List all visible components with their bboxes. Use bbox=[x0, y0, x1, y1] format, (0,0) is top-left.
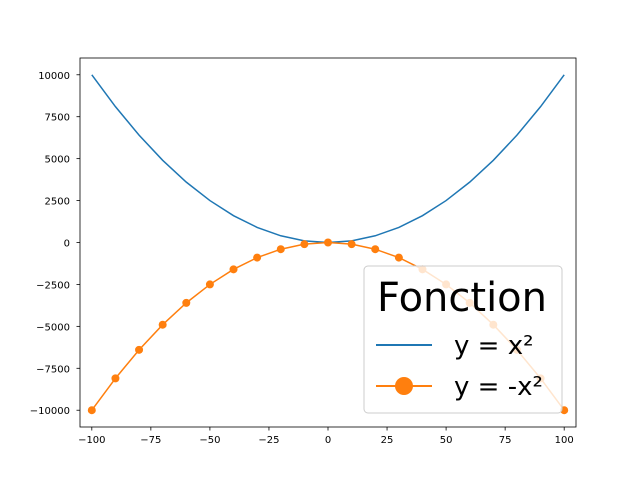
y-tick-label-4: 0 bbox=[64, 239, 70, 250]
y-tick-label-1: 7500 bbox=[45, 113, 70, 124]
series-point-1-6 bbox=[229, 265, 238, 274]
y-tick-label-7: −7500 bbox=[36, 364, 70, 375]
y-tick-label-5: −2500 bbox=[36, 280, 70, 291]
series-point-1-9 bbox=[300, 240, 309, 249]
series-point-1-3 bbox=[158, 320, 167, 329]
series-point-1-8 bbox=[276, 245, 285, 254]
x-axis: −100 −75 −50 −25 0 25 50 75 100 bbox=[78, 427, 574, 446]
series-point-1-13 bbox=[394, 253, 403, 262]
y-tick-label-2: 5000 bbox=[45, 155, 70, 166]
legend-marker-swatch-1 bbox=[395, 377, 413, 395]
x-tick-label-4: 0 bbox=[325, 435, 331, 446]
series-point-1-2 bbox=[135, 345, 144, 354]
x-tick-label-1: −75 bbox=[140, 435, 161, 446]
x-tick-label-7: 75 bbox=[499, 435, 512, 446]
legend-box bbox=[363, 265, 563, 414]
series-point-1-0 bbox=[87, 406, 96, 415]
series-point-1-12 bbox=[371, 245, 380, 254]
y-axis: 10000 7500 5000 2500 0 −2500 −5000 −7500 −10000 bbox=[30, 71, 80, 417]
series-point-1-11 bbox=[347, 240, 356, 249]
x-tick-label-8: 100 bbox=[555, 435, 574, 446]
x-tick-label-2: −50 bbox=[199, 435, 220, 446]
x-tick-label-3: −25 bbox=[258, 435, 279, 446]
x-tick-label-5: 25 bbox=[381, 435, 394, 446]
series-point-1-1 bbox=[111, 374, 120, 383]
y-tick-label-0: 10000 bbox=[38, 71, 70, 82]
legend: Fonction y = x² y = -x² bbox=[363, 265, 563, 414]
legend-label-0: y = x² bbox=[454, 331, 534, 361]
x-tick-label-6: 50 bbox=[440, 435, 453, 446]
y-tick-label-8: −10000 bbox=[30, 406, 70, 417]
legend-title: Fonction bbox=[377, 275, 547, 321]
x-tick-label-0: −100 bbox=[78, 435, 105, 446]
series-point-1-5 bbox=[205, 280, 214, 289]
series-point-1-10 bbox=[324, 238, 332, 247]
legend-label-1: y = -x² bbox=[454, 372, 543, 402]
y-tick-label-3: 2500 bbox=[45, 197, 70, 208]
y-tick-label-6: −5000 bbox=[36, 322, 70, 333]
series-point-1-4 bbox=[182, 298, 191, 307]
series-point-1-7 bbox=[253, 253, 262, 262]
